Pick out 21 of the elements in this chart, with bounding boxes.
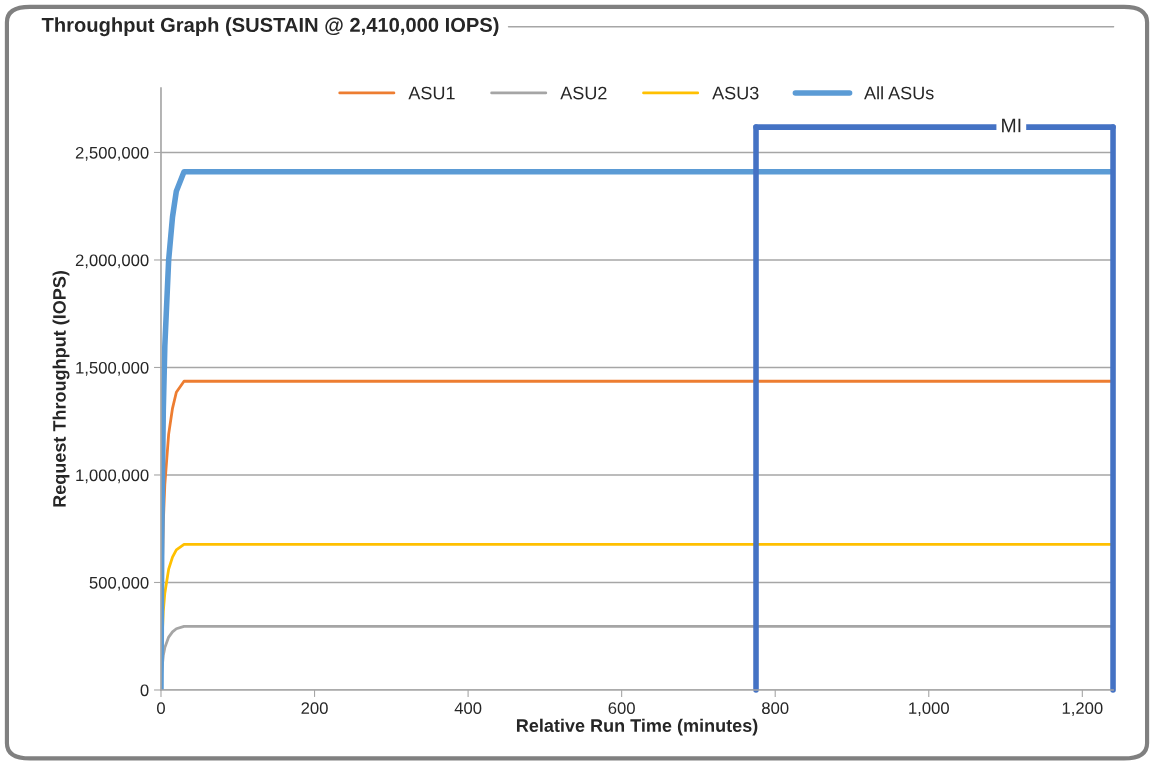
- x-tick-label: 600: [608, 702, 635, 715]
- y-tick-label: 2,500,000: [75, 146, 149, 161]
- y-tick-label: 1,000,000: [76, 469, 149, 484]
- legend-label: ASU1: [408, 86, 455, 100]
- x-axis-title: Relative Run Time (minutes): [516, 718, 758, 736]
- y-axis-title: Request Throughput (IOPS): [52, 271, 70, 507]
- y-tick-label: 1,500,000: [76, 361, 149, 376]
- x-tick-label: 400: [454, 702, 482, 715]
- legend-label: ASU3: [712, 86, 759, 100]
- x-tick-label: 200: [301, 702, 328, 715]
- y-tick-label: 0: [140, 684, 149, 697]
- y-tick-label: 2,000,000: [75, 254, 149, 269]
- annotation: MI: [1002, 118, 1021, 133]
- legend-label: ASU2: [560, 86, 607, 100]
- x-tick-label: 800: [762, 702, 789, 715]
- chart-title: Throughput Graph (SUSTAIN @ 2,410,000 IOPS): [41, 17, 499, 37]
- x-tick-label: 1,200: [1062, 702, 1103, 716]
- x-tick-label: 1,000: [909, 702, 949, 716]
- y-tick-label: 500,000: [89, 576, 149, 591]
- legend-label: All ASUs: [864, 86, 934, 100]
- x-tick-label: 0: [157, 702, 165, 715]
